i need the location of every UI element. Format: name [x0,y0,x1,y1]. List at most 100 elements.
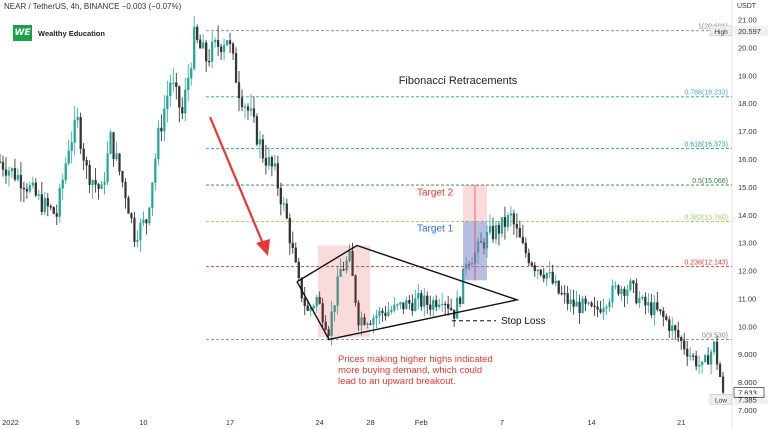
candle [363,317,366,325]
candle [22,187,26,190]
fib-level-label: 0.618(16.373) [684,142,728,149]
candle [444,303,447,306]
y-tick-label: 17.00 [738,127,757,136]
candle [190,68,193,79]
high-price-tag-label: High [714,29,728,36]
candle [641,296,644,299]
candle [0,161,2,163]
candle [689,355,692,357]
candle [151,182,154,208]
candle [315,297,318,307]
candle [291,242,294,249]
candle [441,303,444,306]
candle [312,306,315,309]
candle [109,132,112,154]
candle [16,175,20,180]
candle [222,44,226,53]
candle [503,217,507,227]
candle [79,117,82,149]
candle [366,323,369,325]
candle [518,228,521,238]
candle [396,304,399,306]
candle [662,310,665,317]
candle [372,317,375,325]
candle [548,272,551,274]
candle [178,86,181,108]
candle [674,325,677,331]
candle [700,361,704,366]
candle [438,304,441,307]
candle [282,203,285,205]
candle [393,304,396,311]
candle [709,351,713,365]
candle [327,329,330,336]
candle [127,197,130,214]
x-tick-label: 28 [366,418,374,427]
target1-label: Target 1 [417,224,454,235]
candle [554,280,557,284]
candle [228,40,232,44]
candle [626,289,629,297]
candle [40,194,43,213]
candle [533,265,536,272]
candle [587,302,590,304]
candle [599,309,602,313]
candle [608,301,611,308]
candle [378,310,381,317]
y-tick-label: 14.00 [738,211,757,220]
candle [491,226,495,240]
high-price-tag [709,25,733,37]
candle [680,337,683,341]
y-tick-label: 8.000 [738,378,757,387]
candle [208,61,211,63]
candle [671,325,674,331]
candle [387,311,390,316]
down-trend-arrowhead [256,239,270,256]
x-tick-label: 10 [139,418,147,427]
candle [539,269,542,276]
candle [656,302,659,310]
brand: WE Wealthy Education [13,25,105,41]
candle [524,242,527,254]
y-tick-label: 20.00 [738,43,757,52]
candle [357,302,360,326]
candle [136,239,139,242]
low-price-badge [734,394,768,405]
candle [590,302,593,307]
candle [61,179,64,189]
candle [339,269,342,277]
last-price-value: 7.633 [738,388,757,397]
candle [330,311,333,336]
last-price-badge [734,387,768,398]
candle [225,40,229,46]
candle [184,89,187,114]
candle [614,285,617,287]
candle [94,180,97,185]
y-tick-label: 13.00 [738,239,757,248]
candle [118,153,121,172]
candle [458,297,462,305]
highlight-box [318,245,344,338]
candle [97,184,100,189]
candle [276,163,279,189]
candle [294,247,297,263]
high-price-value: 20.597 [738,27,761,36]
candle [575,301,578,307]
candle [115,153,118,160]
candle [246,106,250,111]
y-tick-label: 9.000 [738,350,757,359]
candle [234,53,238,83]
candle [551,272,554,284]
candle [336,276,339,306]
candle [521,236,524,244]
candle [273,163,276,167]
candle [668,319,671,331]
candle [345,260,348,271]
candle [423,295,426,307]
low-price-tag-label: Low [715,397,727,404]
fib-level-label: 0.786(18.233) [684,90,728,97]
candle [175,82,178,87]
brand-logo-icon: WE [13,25,32,41]
candle [333,305,336,312]
